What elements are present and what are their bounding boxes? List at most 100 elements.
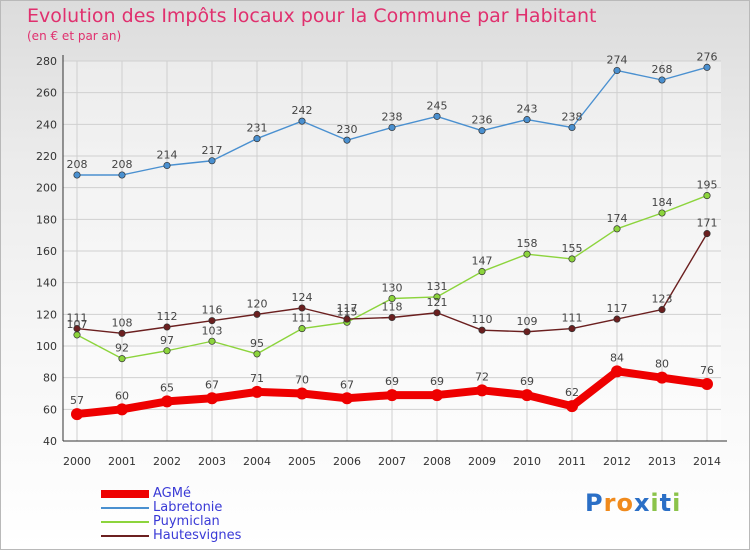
logo-letter: r: [603, 489, 617, 517]
data-label: 118: [382, 301, 403, 314]
data-label: 62: [565, 386, 579, 399]
data-point: [206, 392, 218, 405]
y-tick-label: 60: [43, 403, 57, 416]
data-point: [118, 355, 126, 363]
data-point: [73, 171, 81, 179]
data-label: 195: [697, 179, 718, 192]
data-label: 84: [610, 351, 624, 364]
data-label: 111: [562, 312, 583, 325]
data-point: [163, 323, 171, 331]
data-point: [478, 268, 486, 276]
data-label: 231: [247, 122, 268, 135]
data-point: [341, 392, 353, 405]
data-label: 69: [430, 375, 444, 388]
logo-letter: o: [616, 489, 634, 517]
y-tick-label: 260: [36, 87, 57, 100]
data-label: 230: [337, 123, 358, 136]
data-label: 80: [655, 358, 669, 371]
data-point: [478, 127, 486, 135]
data-label: 155: [562, 242, 583, 255]
data-point: [523, 250, 531, 258]
data-label: 236: [472, 114, 493, 127]
data-label: 95: [250, 337, 264, 350]
x-tick-label: 2006: [333, 455, 361, 468]
data-label: 110: [472, 313, 493, 326]
data-label: 65: [160, 381, 174, 394]
x-tick-label: 2000: [63, 455, 91, 468]
data-label: 97: [160, 334, 174, 347]
data-label: 60: [115, 389, 129, 402]
data-label: 70: [295, 374, 309, 387]
data-point: [298, 117, 306, 125]
proxiti-logo: Proxiti: [585, 489, 681, 517]
data-label: 124: [292, 291, 313, 304]
data-point: [73, 325, 81, 333]
data-point: [568, 325, 576, 333]
data-label: 242: [292, 104, 313, 117]
data-point: [478, 326, 486, 334]
data-label: 147: [472, 255, 493, 268]
data-point: [703, 230, 711, 238]
data-point: [343, 136, 351, 144]
data-label: 117: [337, 302, 358, 315]
logo-letter: t: [659, 489, 673, 517]
logo-letter: x: [633, 489, 651, 517]
x-tick-label: 2008: [423, 455, 451, 468]
data-label: 120: [247, 297, 268, 310]
legend-swatch: [101, 521, 149, 523]
data-label: 76: [700, 364, 714, 377]
data-point: [658, 209, 666, 217]
data-point: [73, 331, 81, 339]
y-tick-label: 240: [36, 118, 57, 131]
data-label: 103: [202, 324, 223, 337]
data-label: 67: [205, 378, 219, 391]
y-tick-label: 160: [36, 245, 57, 258]
y-tick-label: 100: [36, 340, 57, 353]
data-point: [208, 157, 216, 165]
x-tick-label: 2001: [108, 455, 136, 468]
data-label: 184: [652, 196, 673, 209]
data-label: 274: [607, 54, 628, 67]
data-point: [118, 329, 126, 337]
x-tick-label: 2009: [468, 455, 496, 468]
data-point: [431, 389, 443, 402]
data-point: [161, 395, 173, 408]
y-tick-label: 280: [36, 55, 57, 68]
data-point: [343, 315, 351, 323]
data-label: 115: [337, 305, 358, 318]
data-label: 109: [517, 315, 538, 328]
y-tick-label: 200: [36, 182, 57, 195]
data-label: 69: [385, 375, 399, 388]
data-point: [253, 135, 261, 143]
legend-label: Hautesvignes: [153, 528, 242, 543]
data-point: [296, 387, 308, 400]
data-label: 276: [697, 50, 718, 63]
data-point: [703, 63, 711, 71]
data-label: 116: [202, 304, 223, 317]
data-point: [568, 123, 576, 132]
data-label: 174: [607, 212, 628, 225]
data-point: [523, 116, 531, 124]
y-tick-label: 120: [36, 308, 57, 321]
data-label: 112: [157, 310, 178, 323]
data-point: [253, 350, 261, 358]
data-point: [163, 161, 171, 170]
x-tick-label: 2014: [693, 455, 721, 468]
x-tick-label: 2007: [378, 455, 406, 468]
legend-swatch: [101, 535, 149, 537]
legend-swatch: [101, 490, 149, 498]
x-tick-label: 2004: [243, 455, 271, 468]
x-tick-label: 2005: [288, 455, 316, 468]
data-point: [658, 76, 666, 84]
data-point: [388, 123, 396, 132]
y-tick-label: 180: [36, 213, 57, 226]
data-label: 121: [427, 296, 448, 309]
data-label: 208: [67, 158, 88, 171]
data-point: [656, 371, 668, 384]
data-label: 72: [475, 370, 489, 383]
data-point: [658, 306, 666, 314]
data-point: [568, 255, 576, 263]
logo-letter: i: [650, 489, 660, 517]
